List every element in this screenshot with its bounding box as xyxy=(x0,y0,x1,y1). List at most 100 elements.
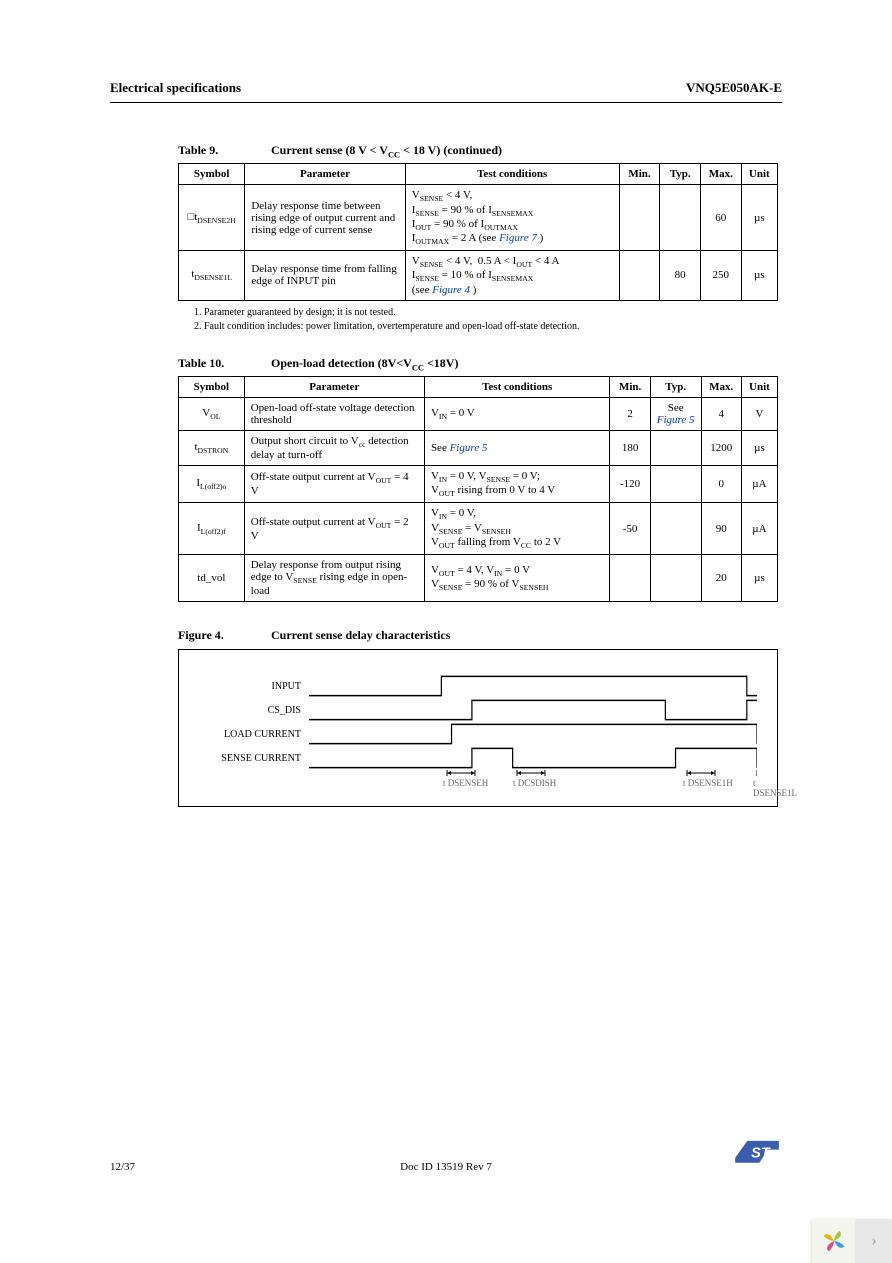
cell-symbol: □tDSENSE2H xyxy=(179,185,245,251)
cell-parameter: Delay response from output rising edge t… xyxy=(244,555,424,602)
page-number: 12/37 xyxy=(110,1161,135,1173)
waveform xyxy=(309,698,757,722)
col-test: Test conditions xyxy=(405,164,619,185)
table9-caption: Table 9. Current sense (8 V < VCC < 18 V… xyxy=(178,143,782,159)
cell-symbol: IL(off2)o xyxy=(179,466,245,503)
footnote-1: 1. Parameter guaranteed by design; it is… xyxy=(194,307,782,318)
cell-unit: µs xyxy=(741,251,777,300)
table9-footnotes: 1. Parameter guaranteed by design; it is… xyxy=(194,307,782,332)
table10-title-sub: CC xyxy=(412,363,424,372)
signal-row: INPUT xyxy=(199,674,757,698)
table9-title-b: < 18 V) (continued) xyxy=(400,143,502,157)
cell-symbol: tDSENSE1L xyxy=(179,251,245,300)
cell-test: See Figure 5 xyxy=(424,430,610,465)
cell-symbol: td_vol xyxy=(179,555,245,602)
dimension-label: t DSENSE1L xyxy=(753,778,797,798)
cell-unit: µs xyxy=(741,430,777,465)
table10: Symbol Parameter Test conditions Min. Ty… xyxy=(178,376,778,602)
figure4-title: Current sense delay characteristics xyxy=(271,628,450,642)
table10-header-row: Symbol Parameter Test conditions Min. Ty… xyxy=(179,376,778,397)
col-parameter: Parameter xyxy=(245,164,405,185)
doc-id: Doc ID 13519 Rev 7 xyxy=(400,1161,492,1173)
cell-min: -50 xyxy=(610,503,650,555)
cell-unit: µA xyxy=(741,503,777,555)
cell-min: 180 xyxy=(610,430,650,465)
signal-row: SENSE CURRENT xyxy=(199,746,757,770)
cell-max: 1200 xyxy=(701,430,741,465)
cell-unit: µs xyxy=(741,555,777,602)
signal-label: LOAD CURRENT xyxy=(199,729,309,740)
col-max: Max. xyxy=(701,376,741,397)
col-min: Min. xyxy=(610,376,650,397)
table-row: td_volDelay response from output rising … xyxy=(179,555,778,602)
chevron-right-icon: › xyxy=(871,1232,876,1250)
cell-max: 0 xyxy=(701,466,741,503)
viewer-toolbar: › xyxy=(812,1219,892,1263)
signal-label: INPUT xyxy=(199,681,309,692)
col-test: Test conditions xyxy=(424,376,610,397)
cell-parameter: Open-load off-state voltage detection th… xyxy=(244,397,424,430)
cell-typ xyxy=(650,503,701,555)
cell-test: VIN = 0 V,VSENSE = VSENSEHVOUT falling f… xyxy=(424,503,610,555)
figure4-dimensions: t DSENSEHt DCSDISHt DSENSE1Ht DSENSE1L xyxy=(317,770,757,790)
dimension-label: t DSENSEH xyxy=(443,778,488,788)
cell-unit: µA xyxy=(741,466,777,503)
cell-typ xyxy=(650,430,701,465)
figure4-caption: Figure 4. Current sense delay characteri… xyxy=(178,628,782,643)
col-parameter: Parameter xyxy=(244,376,424,397)
cell-typ: SeeFigure 5 xyxy=(650,397,701,430)
signal-label: CS_DIS xyxy=(199,705,309,716)
cell-parameter: Off-state output current at VOUT = 4 V xyxy=(244,466,424,503)
table9-header-row: Symbol Parameter Test conditions Min. Ty… xyxy=(179,164,778,185)
waveform xyxy=(309,746,757,770)
cell-parameter: Output short circuit to Vcc detection de… xyxy=(244,430,424,465)
table10-title-a: Open-load detection (8V<V xyxy=(271,356,412,370)
cell-parameter: Delay response time from falling edge of… xyxy=(245,251,405,300)
dimension-label: t DCSDISH xyxy=(513,778,556,788)
table10-caption: Table 10. Open-load detection (8V<VCC <1… xyxy=(178,356,782,372)
figure4-number: Figure 4. xyxy=(178,628,268,643)
cell-typ xyxy=(650,555,701,602)
cell-max: 4 xyxy=(701,397,741,430)
waveform xyxy=(309,674,757,698)
cell-test: VSENSE < 4 V, 0.5 A < IOUT < 4 AISENSE =… xyxy=(405,251,619,300)
waveform xyxy=(309,722,757,746)
cell-min xyxy=(619,251,660,300)
header-section-title: Electrical specifications xyxy=(110,80,241,96)
col-max: Max. xyxy=(700,164,741,185)
datasheet-page: Electrical specifications VNQ5E050AK-E T… xyxy=(0,0,892,1263)
cell-min: 2 xyxy=(610,397,650,430)
col-symbol: Symbol xyxy=(179,164,245,185)
table10-title-b: <18V) xyxy=(424,356,459,370)
app-icon[interactable] xyxy=(812,1219,856,1263)
footnote-2: 2. Fault condition includes: power limit… xyxy=(194,321,782,332)
signal-label: SENSE CURRENT xyxy=(199,753,309,764)
col-symbol: Symbol xyxy=(179,376,245,397)
col-min: Min. xyxy=(619,164,660,185)
table9-title-a: Current sense (8 V < V xyxy=(271,143,388,157)
table9-title-sub: CC xyxy=(388,150,400,159)
figure4-box: INPUT CS_DIS LOAD CURRENT SENSE CURRENT t D… xyxy=(178,649,778,807)
table-row: IL(off2)oOff-state output current at VOU… xyxy=(179,466,778,503)
table10-number: Table 10. xyxy=(178,356,268,371)
table-row: □tDSENSE2HDelay response time between ri… xyxy=(179,185,778,251)
page-footer: 12/37 Doc ID 13519 Rev 7 ST xyxy=(110,1136,782,1173)
cell-max: 20 xyxy=(701,555,741,602)
cell-parameter: Off-state output current at VOUT = 2 V xyxy=(244,503,424,555)
cell-typ: 80 xyxy=(660,251,701,300)
page-header: Electrical specifications VNQ5E050AK-E xyxy=(110,80,782,103)
table-row: VOLOpen-load off-state voltage detection… xyxy=(179,397,778,430)
col-unit: Unit xyxy=(741,376,777,397)
dimension-label: t DSENSE1H xyxy=(683,778,733,788)
cell-max: 250 xyxy=(700,251,741,300)
next-page-button[interactable]: › xyxy=(856,1219,892,1263)
cell-parameter: Delay response time between rising edge … xyxy=(245,185,405,251)
cell-unit: V xyxy=(741,397,777,430)
table-row: IL(off2)fOff-state output current at VOU… xyxy=(179,503,778,555)
cell-typ xyxy=(650,466,701,503)
cell-test: VIN = 0 V, VSENSE = 0 V;VOUT rising from… xyxy=(424,466,610,503)
signal-row: CS_DIS xyxy=(199,698,757,722)
cell-min: -120 xyxy=(610,466,650,503)
cell-test: VIN = 0 V xyxy=(424,397,610,430)
cell-unit: µs xyxy=(741,185,777,251)
